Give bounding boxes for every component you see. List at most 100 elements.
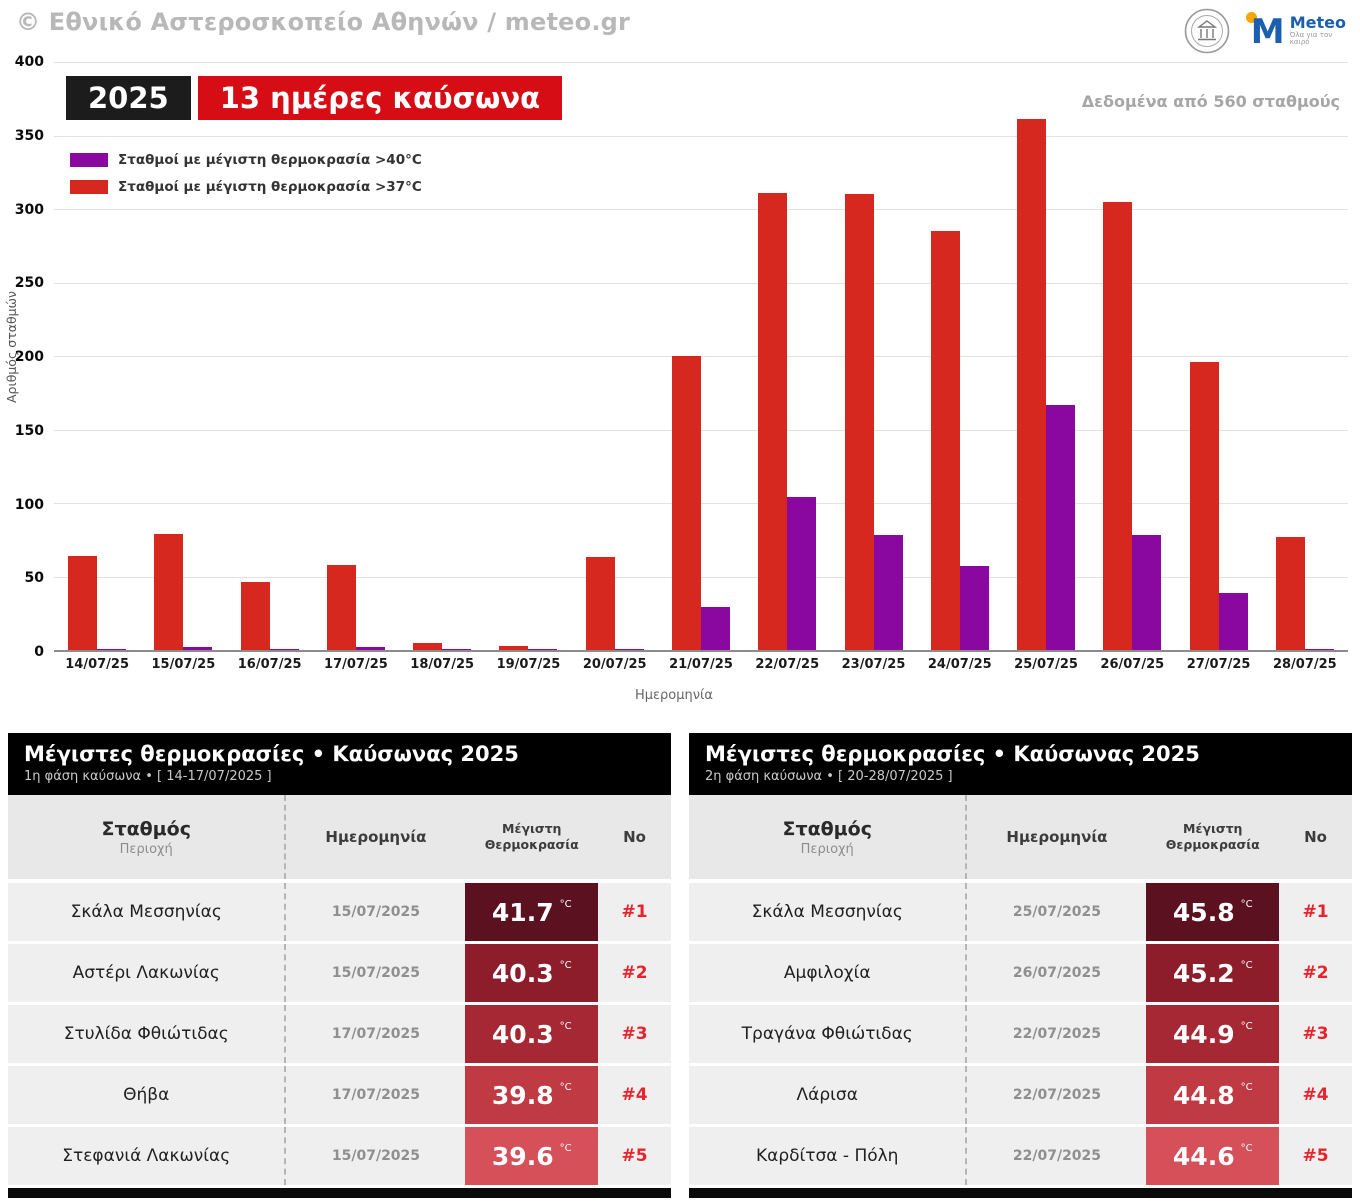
x-axis-tick-label: 20/07/25 xyxy=(582,657,647,672)
table-title: Μέγιστες θερμοκρασίες • Καύσωνας 2025 xyxy=(705,742,1200,766)
temp-unit: °C xyxy=(1240,1142,1253,1154)
bar xyxy=(240,582,270,650)
temp-value: 45.8 xyxy=(1172,897,1235,927)
temp-value: 41.7 xyxy=(491,897,554,927)
station-name: Σκάλα Μεσσηνίας xyxy=(8,883,287,941)
meteo-logo-text: Meteo xyxy=(1289,13,1346,33)
station-name: Τραγάνα Φθιώτιδας xyxy=(689,1005,968,1063)
table-footer xyxy=(689,1188,1352,1198)
rank-badge: #4 xyxy=(621,1085,648,1105)
table-subtitle: 1η φάση καύσωνα • [ 14-17/07/2025 ] xyxy=(24,769,272,784)
temp-cell: 41.7 °C xyxy=(465,883,599,941)
gridline xyxy=(54,135,1348,137)
y-axis-tick-label: 200 xyxy=(14,349,44,365)
rank-badge: #5 xyxy=(621,1146,648,1166)
gridline xyxy=(54,209,1348,210)
rank-badge: #3 xyxy=(1302,1024,1329,1044)
rank-badge: #1 xyxy=(621,902,648,922)
bar xyxy=(355,647,385,650)
x-axis: 14/07/25 15/07/25 16/07/25 17/07/25 18/07/25… xyxy=(54,657,1348,672)
temp-value-box: 41.7 °C xyxy=(465,883,599,941)
x-axis-tick-label: 15/07/25 xyxy=(151,657,216,672)
gridline xyxy=(54,282,1348,284)
bar xyxy=(1017,119,1047,650)
record-date: 22/07/2025 xyxy=(1012,1087,1102,1103)
record-date: 17/07/2025 xyxy=(331,1087,421,1103)
record-date: 26/07/2025 xyxy=(1012,965,1102,981)
temp-unit: °C xyxy=(559,959,572,971)
station-name: Σκάλα Μεσσηνίας xyxy=(689,883,968,941)
table-row: Σκάλα Μεσσηνίας 25/07/2025 45.8 °C #1 xyxy=(689,883,1352,944)
x-axis-tick-label: 28/07/25 xyxy=(1272,657,1337,672)
bar-group xyxy=(399,62,485,650)
bar xyxy=(930,231,960,650)
x-axis-title: Ημερομηνία xyxy=(634,688,714,703)
station-name: Θήβα xyxy=(8,1066,287,1124)
table-header: Μέγιστες θερμοκρασίες • Καύσωνας 2025 2η… xyxy=(689,733,1352,795)
bar-group xyxy=(572,62,658,650)
temp-value-box: 44.8 °C xyxy=(1146,1066,1280,1124)
col-header-station: Σταθμός Περιοχή xyxy=(8,795,287,879)
record-date: 25/07/2025 xyxy=(1012,904,1102,920)
y-axis-tick-label: 50 xyxy=(24,570,44,587)
bar-group xyxy=(313,62,399,650)
column-headers: Σταθμός Περιοχή Ημερομηνία Μέγιστη Θερμο… xyxy=(8,795,671,883)
bar xyxy=(700,607,730,650)
bar xyxy=(413,642,443,650)
y-axis-tick-label: 150 xyxy=(14,422,44,439)
temp-value: 39.6 xyxy=(491,1141,554,1171)
gridline xyxy=(54,62,1348,63)
table-title: Μέγιστες θερμοκρασίες • Καύσωνας 2025 xyxy=(24,742,519,766)
bar xyxy=(183,647,213,650)
col-header-temp: Μέγιστη Θερμοκρασία xyxy=(1165,820,1260,852)
x-axis-tick-label: 24/07/25 xyxy=(927,657,992,672)
station-name: Αμφιλοχία xyxy=(689,944,968,1002)
temp-value: 44.8 xyxy=(1172,1080,1235,1110)
table-footer xyxy=(8,1188,671,1198)
gridline xyxy=(54,356,1348,357)
heatwave-bar-chart: Αριθμός σταθμών 0 50 100 150 200 250 300 350 400… xyxy=(0,54,1360,703)
temp-cell: 39.8 °C xyxy=(465,1066,599,1124)
column-headers: Σταθμός Περιοχή Ημερομηνία Μέγιστη Θερμο… xyxy=(689,795,1352,883)
bar xyxy=(787,497,817,650)
gridline xyxy=(54,429,1348,431)
table-row: Στυλίδα Φθιώτιδας 17/07/2025 40.3 °C #3 xyxy=(8,1005,671,1066)
bar-group xyxy=(227,62,313,650)
y-axis-tick-label: 100 xyxy=(14,496,44,513)
bar xyxy=(1189,361,1219,650)
table-row: Τραγάνα Φθιώτιδας 22/07/2025 44.9 °C #3 xyxy=(689,1005,1352,1066)
temp-unit: °C xyxy=(1240,959,1253,971)
bar xyxy=(1275,536,1305,650)
x-axis-tick-label: 25/07/25 xyxy=(1014,657,1078,672)
table-subtitle: 2η φάση καύσωνα • [ 20-28/07/2025 ] xyxy=(705,769,953,784)
bar xyxy=(873,535,903,650)
temp-value-box: 44.6 °C xyxy=(1146,1127,1280,1185)
meteo-m-icon: M xyxy=(1245,10,1286,52)
temp-value-box: 40.3 °C xyxy=(465,944,599,1002)
temp-unit: °C xyxy=(1240,1081,1253,1093)
temp-cell: 44.8 °C xyxy=(1146,1066,1280,1124)
temp-unit: °C xyxy=(559,1020,572,1032)
noa-observatory-logo-icon xyxy=(1184,8,1230,54)
table-body: Σκάλα Μεσσηνίας 25/07/2025 45.8 °C #1 Αμφιλοχ… xyxy=(689,883,1352,1188)
col-header-date: Ημερομηνία xyxy=(325,828,427,846)
temp-value: 45.2 xyxy=(1172,958,1235,988)
bar xyxy=(528,648,558,650)
bar-group xyxy=(830,62,916,650)
x-axis-tick-label: 27/07/25 xyxy=(1186,657,1251,672)
temp-value: 44.6 xyxy=(1172,1141,1235,1171)
meteo-logo: M Meteo Όλα για τον καιρό xyxy=(1245,10,1346,52)
copyright-text: © Εθνικό Αστεροσκοπείο Αθηνών / meteo.gr xyxy=(16,8,631,36)
bar xyxy=(671,356,701,650)
table-row: Καρδίτσα - Πόλη 22/07/2025 44.6 °C #5 xyxy=(689,1127,1352,1188)
temp-value-box: 44.9 °C xyxy=(1146,1005,1280,1063)
record-date: 15/07/2025 xyxy=(331,1148,421,1164)
bar-group xyxy=(744,62,830,650)
temp-unit: °C xyxy=(1240,898,1253,910)
bar-group xyxy=(1175,62,1261,650)
col-header-station: Σταθμός Περιοχή xyxy=(689,795,968,879)
y-axis-tick-label: 400 xyxy=(14,54,44,70)
y-axis-tick-label: 300 xyxy=(14,201,44,218)
temp-unit: °C xyxy=(1240,1020,1253,1032)
record-date: 15/07/2025 xyxy=(331,965,421,981)
